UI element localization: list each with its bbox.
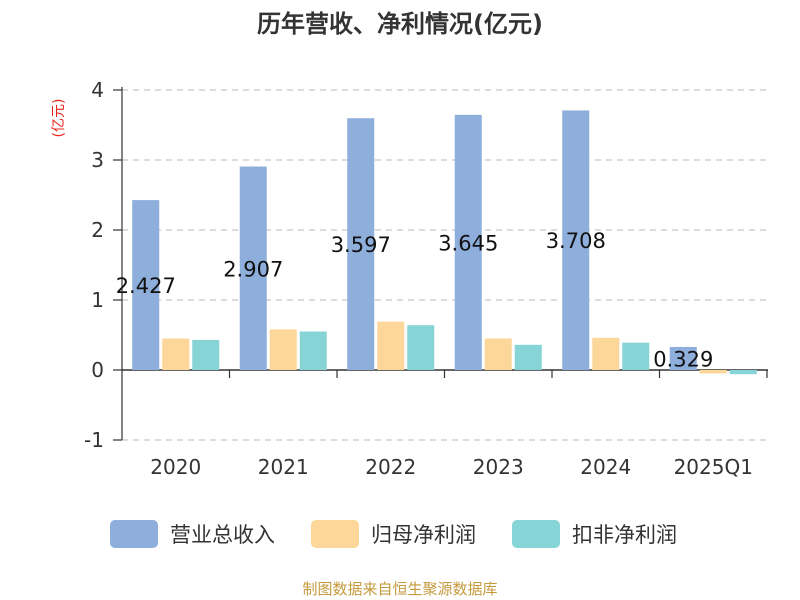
data-labels: 2.427 2.907 3.597 3.645 3.708 0.329 [116, 229, 714, 371]
x-tick-label: 2024 [580, 455, 631, 479]
data-label-2025Q1: 0.329 [653, 347, 713, 371]
y-tick-label: 4 [91, 78, 104, 102]
bar-deducted-profit-2024 [622, 342, 650, 370]
bars [132, 110, 757, 375]
data-label-2023: 3.645 [438, 231, 498, 255]
x-tick-label: 2021 [258, 455, 309, 479]
bar-net-profit-2024 [592, 337, 620, 370]
bar-revenue-2022 [347, 118, 375, 371]
legend-label: 营业总收入 [170, 523, 275, 547]
legend-label: 扣非净利润 [572, 523, 677, 547]
data-label-2021: 2.907 [223, 257, 283, 281]
bar-revenue-2020 [132, 200, 160, 370]
y-tick-label: 3 [91, 148, 104, 172]
y-tick-label: -1 [84, 428, 104, 452]
legend-swatch [311, 520, 359, 548]
y-tick-label: 1 [91, 288, 104, 312]
data-label-2020: 2.427 [116, 274, 176, 298]
x-tick-label: 2022 [365, 455, 416, 479]
bar-deducted-profit-2021 [299, 331, 327, 370]
bar-deducted-profit-2022 [407, 325, 435, 370]
bar-net-profit-2022 [377, 321, 405, 370]
bar-revenue-2023 [454, 114, 482, 370]
x-tick-label: 2020 [150, 455, 201, 479]
bar-net-profit-2020 [162, 338, 190, 370]
bar-revenue-2025Q1 [669, 346, 697, 370]
bar-net-profit-2021 [269, 329, 297, 370]
x-tick-label: 2025Q1 [674, 455, 753, 479]
legend-label: 归母净利润 [371, 523, 476, 547]
data-label-2024: 3.708 [546, 229, 606, 253]
data-label-2022: 3.597 [331, 233, 391, 257]
bar-revenue-2021 [239, 166, 267, 370]
legend: 营业总收入 归母净利润 扣非净利润 [110, 520, 677, 548]
bar-revenue-2024 [562, 110, 590, 370]
bar-deducted-profit-2020 [192, 339, 220, 370]
gridlines [122, 89, 768, 441]
chart-title: 历年营收、净利情况(亿元) [257, 10, 543, 38]
axes: 4 3 2 1 0 -1 2020 2021 2022 2023 2024 2025Q1 [84, 78, 768, 479]
data-source-note: 制图数据来自恒生聚源数据库 [302, 580, 497, 598]
bar-deducted-profit-2025Q1 [729, 370, 757, 375]
bar-net-profit-2023 [484, 338, 512, 370]
legend-swatch [110, 520, 158, 548]
bar-net-profit-2025Q1 [699, 370, 727, 374]
y-tick-label: 2 [91, 218, 104, 242]
y-tick-label: 0 [91, 358, 104, 382]
bar-deducted-profit-2023 [514, 344, 542, 370]
x-tick-label: 2023 [473, 455, 524, 479]
y-axis-label: (亿元) [51, 99, 67, 138]
legend-swatch [512, 520, 560, 548]
